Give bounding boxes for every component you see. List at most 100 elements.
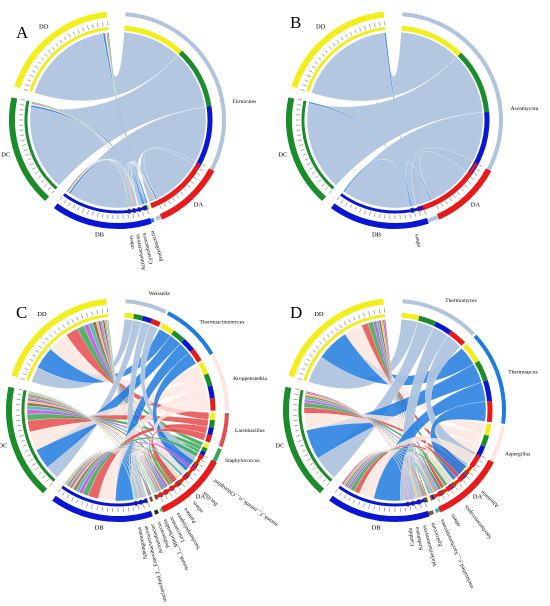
group-arc-dc <box>9 97 50 201</box>
axis-tick <box>17 393 22 395</box>
axis-tick <box>354 29 357 34</box>
axis-tick <box>334 489 338 493</box>
taxon-group-segment <box>150 318 161 327</box>
axis-tick <box>27 79 32 82</box>
axis-tick <box>368 504 370 509</box>
taxon-group-segment <box>207 385 215 399</box>
taxon-group-segment <box>486 400 493 423</box>
axis-tick <box>20 440 25 442</box>
taxon-label: others <box>129 235 137 249</box>
axis-tick <box>71 497 74 501</box>
axis-tick <box>309 463 313 466</box>
taxon-arc <box>402 299 475 336</box>
axis-tick <box>374 212 376 217</box>
group-label: DB <box>95 232 105 239</box>
taxon-group-segment <box>209 397 216 411</box>
axis-tick <box>182 483 186 488</box>
axis-tick <box>91 311 93 316</box>
group-arc-db <box>52 495 153 522</box>
axis-tick <box>460 188 464 192</box>
axis-tick <box>25 153 30 156</box>
axis-tick <box>138 505 140 510</box>
group-inner-arc <box>306 27 386 93</box>
taxon-label: Staphylococcus <box>225 458 260 464</box>
axis-tick <box>457 191 461 195</box>
axis-tick <box>201 164 206 167</box>
taxon-group-segment <box>418 315 437 327</box>
axis-tick <box>29 458 34 462</box>
taxon-arc <box>218 412 229 448</box>
axis-tick <box>55 42 59 47</box>
axis-tick <box>102 22 104 27</box>
taxon-arc <box>211 355 230 411</box>
taxon-label: Aspergillus <box>505 451 530 457</box>
axis-tick <box>92 24 94 29</box>
axis-tick <box>102 213 104 218</box>
axis-tick <box>373 505 375 510</box>
chord-ribbon <box>140 147 196 203</box>
axis-tick <box>294 393 299 395</box>
axis-tick <box>470 177 475 180</box>
group-inner-arc <box>154 162 201 206</box>
axis-tick <box>192 472 197 476</box>
axis-tick <box>42 341 46 345</box>
taxon-group-segment <box>190 348 202 363</box>
axis-tick <box>18 388 23 390</box>
axis-tick <box>306 74 311 78</box>
axis-tick <box>378 506 380 511</box>
taxon-arc <box>473 334 506 424</box>
axis-tick <box>298 99 303 101</box>
chord-ribbon <box>64 450 136 500</box>
axis-tick <box>101 506 103 511</box>
axis-tick <box>379 22 381 27</box>
axis-tick <box>301 368 306 371</box>
axis-tick <box>68 34 71 38</box>
axis-tick <box>459 483 463 488</box>
axis-tick <box>349 204 353 209</box>
axis-tick <box>47 187 51 191</box>
axis-tick <box>345 34 348 38</box>
axis-tick <box>336 39 340 44</box>
axis-tick <box>34 65 39 69</box>
taxon-label: Saccharomycopsis <box>464 504 494 540</box>
axis-tick <box>359 208 362 213</box>
axis-tick <box>27 363 31 366</box>
axis-tick <box>29 74 34 78</box>
axis-tick <box>76 499 79 504</box>
taxon-label: Thermoascus <box>508 370 537 376</box>
group-label: DC <box>278 152 287 159</box>
axis-tick <box>409 213 411 218</box>
axis-tick <box>336 196 340 201</box>
axis-tick <box>321 53 325 57</box>
taxon-group-segment <box>480 434 489 448</box>
axis-tick <box>473 468 477 472</box>
axis-tick <box>27 454 31 457</box>
taxon-group-segment <box>171 330 185 343</box>
group-arc-dc <box>286 97 327 201</box>
axis-tick <box>97 212 99 217</box>
axis-tick <box>373 310 375 315</box>
group-inner-arc <box>21 389 56 482</box>
axis-tick <box>185 480 189 484</box>
axis-tick <box>143 504 145 509</box>
axis-tick <box>324 187 328 191</box>
axis-tick <box>172 197 175 202</box>
group-inner-arc <box>61 485 148 507</box>
axis-tick <box>40 179 45 183</box>
axis-tick <box>359 27 362 32</box>
taxon-group-segment <box>205 434 213 443</box>
axis-tick <box>189 476 193 480</box>
axis-tick <box>35 467 39 471</box>
panel-letter: C <box>16 303 27 322</box>
axis-tick <box>425 503 427 508</box>
axis-tick <box>25 84 30 87</box>
axis-tick <box>478 460 483 463</box>
axis-tick <box>311 171 316 175</box>
axis-tick <box>348 497 351 501</box>
taxon-group-segment <box>462 343 480 364</box>
axis-tick <box>38 345 42 349</box>
taxon-arc <box>166 311 214 356</box>
axis-tick <box>343 494 347 499</box>
axis-tick <box>37 61 42 65</box>
axis-tick <box>455 487 458 491</box>
